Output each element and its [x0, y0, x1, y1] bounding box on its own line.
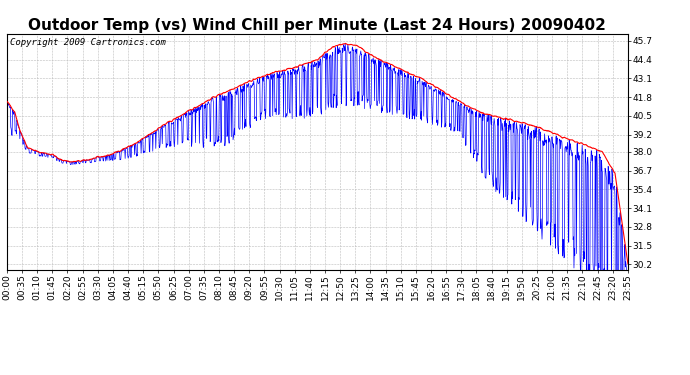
Text: Copyright 2009 Cartronics.com: Copyright 2009 Cartronics.com [10, 39, 166, 48]
Title: Outdoor Temp (vs) Wind Chill per Minute (Last 24 Hours) 20090402: Outdoor Temp (vs) Wind Chill per Minute … [28, 18, 607, 33]
